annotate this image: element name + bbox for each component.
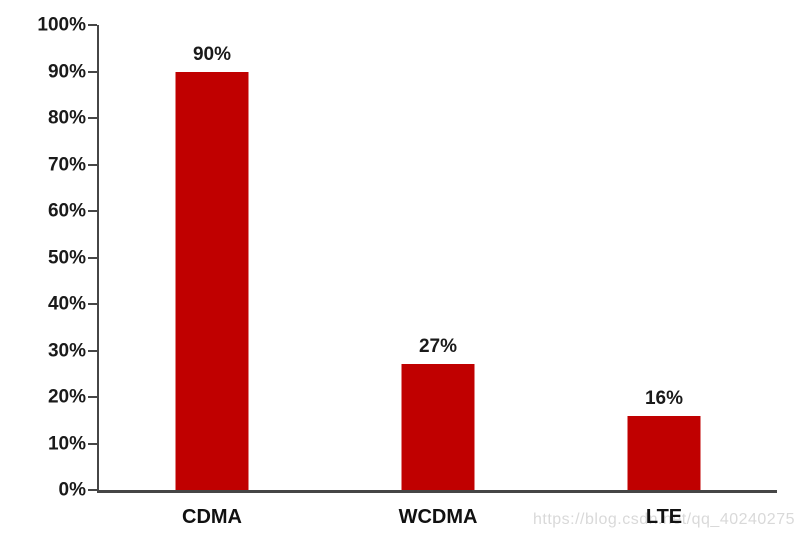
y-axis-tick-mark: [88, 70, 97, 73]
y-axis-tick-mark: [88, 489, 97, 491]
y-axis: 0% 10% 20% 30% 40% 50% 60% 70% 80% 90% 100%: [0, 16, 86, 500]
bar-slot-cdma: 90% CDMA: [99, 25, 325, 527]
bar-wcdma: [401, 364, 475, 490]
bar-value-label: 90%: [192, 43, 232, 65]
y-axis-tick-mark: [88, 163, 97, 166]
y-axis-tick-label: 90%: [47, 61, 86, 82]
y-axis-tick-mark: [88, 210, 97, 212]
y-axis-tick-label: 80%: [47, 107, 86, 129]
y-axis-tick-label: 100%: [37, 14, 86, 36]
y-axis-tick-mark: [88, 396, 97, 398]
bar-value-label: 27%: [418, 336, 458, 358]
y-axis-tick-label: 70%: [47, 154, 86, 175]
y-axis-tick-label: 10%: [47, 433, 86, 454]
y-axis-tick-label: 40%: [47, 293, 86, 315]
x-axis-category-label: WCDMA: [398, 506, 478, 528]
plot-area: 90% CDMA 27% WCDMA 16% LTE: [88, 24, 777, 527]
x-axis-category-label: CDMA: [182, 506, 242, 528]
y-axis-tick-mark: [88, 24, 97, 26]
y-axis-tick-label: 60%: [47, 200, 86, 222]
bar-value-label: 16%: [644, 387, 684, 409]
y-axis-tick-mark: [88, 303, 97, 305]
y-axis-tick-label: 50%: [47, 247, 86, 268]
y-axis-tick-label: 0%: [58, 479, 86, 501]
bar-slot-wcdma: 27% WCDMA: [325, 25, 551, 527]
y-axis-tick-label: 20%: [47, 386, 86, 408]
bars-row: 90% CDMA 27% WCDMA 16% LTE: [99, 25, 777, 527]
bar-slot-lte: 16% LTE: [551, 25, 777, 527]
y-axis-tick-label: 30%: [47, 340, 86, 361]
watermark-text: https://blog.csdn.net/qq_40240275: [532, 511, 795, 528]
y-axis-tick-mark: [88, 256, 97, 259]
y-axis-tick-mark: [88, 117, 97, 119]
bar-cdma: [175, 71, 249, 490]
y-axis-tick-mark: [88, 442, 97, 445]
y-axis-tick-mark: [88, 349, 97, 352]
bar-lte: [627, 415, 701, 490]
x-axis-category-label: LTE: [645, 506, 683, 528]
